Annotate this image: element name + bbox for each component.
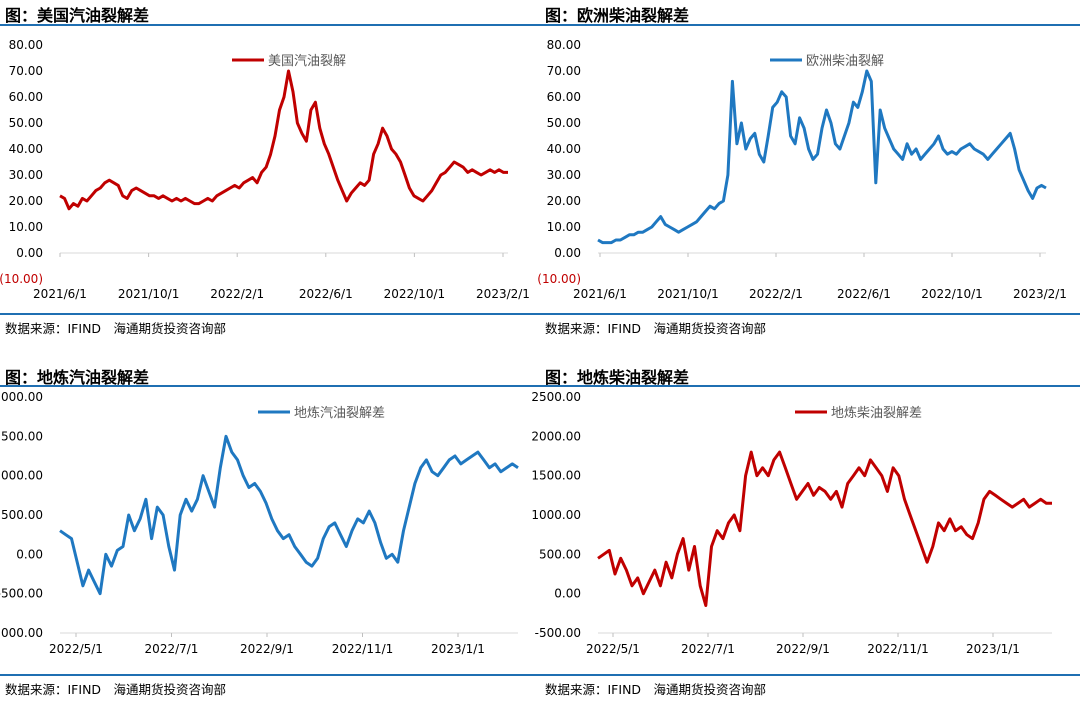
series-line — [59, 69, 508, 211]
source-note: 数据来源：IFIND 海通期货投资咨询部 — [5, 321, 227, 336]
y-tick-label: 10.00 — [547, 220, 581, 234]
y-tick-label: -500.00 — [535, 626, 581, 640]
x-tick-label: 2023/1/1 — [966, 642, 1020, 656]
y-tick-label: 1000.00 — [0, 469, 43, 483]
x-tick-label: 2021/6/1 — [33, 287, 87, 301]
y-tick-label: 60.00 — [547, 90, 581, 104]
panel-eu-diesel: 图：欧洲柴油裂解差 80.00 70.00 60.00 50.00 40.00 30.00… — [537, 0, 1080, 350]
x-tick-label: 2021/10/1 — [657, 287, 719, 301]
y-tick-label: 0.00 — [554, 587, 581, 601]
y-tick-label: (10.00) — [0, 272, 43, 286]
y-tick-label: 60.00 — [9, 90, 43, 104]
x-tick-label: 2022/6/1 — [837, 287, 891, 301]
x-tick-label: 2022/2/1 — [749, 287, 803, 301]
y-tick-label: 500.00 — [539, 547, 581, 561]
legend-label: 地炼柴油裂解差 — [831, 406, 922, 421]
y-tick-label: 70.00 — [9, 64, 43, 78]
chart-title: 图：欧洲柴油裂解差 — [545, 6, 690, 25]
y-tick-label: (10.00) — [537, 272, 581, 286]
x-tick-label: 2022/10/1 — [384, 287, 446, 301]
x-tick-label: 2022/7/1 — [681, 642, 735, 656]
y-tick-label: 1000.00 — [531, 508, 581, 522]
x-tick-label: 2022/11/1 — [867, 642, 929, 656]
chart-title: 图：美国汽油裂解差 — [5, 6, 150, 25]
chart-svg: 80.00 70.00 60.00 50.00 40.00 30.00 20.00 10.00… — [0, 38, 530, 301]
legend-label: 欧洲柴油裂解 — [806, 54, 884, 69]
y-tick-label: 70.00 — [547, 64, 581, 78]
y-tick-label: 0.00 — [16, 547, 43, 561]
y-tick-label: 2000.00 — [531, 429, 581, 443]
x-tick-label: 2022/2/1 — [210, 287, 264, 301]
y-tick-label: 40.00 — [9, 142, 43, 156]
title-rule — [0, 24, 540, 26]
y-tick-label: 500.00 — [1, 508, 43, 522]
source-note: 数据来源：IFIND 海通期货投资咨询部 — [545, 682, 767, 697]
y-tick-label: 20.00 — [547, 194, 581, 208]
footer-rule — [540, 313, 1080, 315]
x-tick-label: 2022/11/1 — [332, 642, 394, 656]
y-tick-label: 20.00 — [9, 194, 43, 208]
y-tick-label: 80.00 — [547, 38, 581, 52]
x-tick-label: 2023/1/1 — [431, 642, 485, 656]
y-tick-label: -500.00 — [0, 587, 43, 601]
y-tick-label: 40.00 — [547, 142, 581, 156]
y-tick-label: 0.00 — [554, 246, 581, 260]
panel-us-gasoline: 图：美国汽油裂解差 80.00 70.00 60.00 50.00 40.00 30.00… — [0, 0, 540, 350]
y-tick-label: 50.00 — [547, 116, 581, 130]
x-tick-label: 2021/10/1 — [118, 287, 180, 301]
x-tick-label: 2022/10/1 — [921, 287, 983, 301]
y-tick-label: 2500.00 — [531, 390, 581, 404]
x-tick-label: 2023/2/1 — [1013, 287, 1067, 301]
title-rule — [540, 385, 1080, 387]
x-tick-label: 2022/9/1 — [776, 642, 830, 656]
x-tick-label: 2023/2/1 — [476, 287, 530, 301]
x-tick-label: 2021/6/1 — [573, 287, 627, 301]
y-tick-label: 2000.00 — [0, 390, 43, 404]
source-note: 数据来源：IFIND 海通期货投资咨询部 — [545, 321, 767, 336]
legend-label: 美国汽油裂解 — [268, 54, 346, 69]
chart-svg: 80.00 70.00 60.00 50.00 40.00 30.00 20.00 10.00… — [537, 38, 1067, 301]
x-tick-label: 2022/6/1 — [299, 287, 353, 301]
x-tick-label: 2022/9/1 — [240, 642, 294, 656]
y-tick-label: 1500.00 — [0, 429, 43, 443]
chart-title: 图：地炼柴油裂解差 — [545, 368, 690, 387]
y-tick-label: 1500.00 — [531, 469, 581, 483]
y-tick-label: 50.00 — [9, 116, 43, 130]
legend-label: 地炼汽油裂解差 — [294, 406, 385, 421]
source-note: 数据来源：IFIND 海通期货投资咨询部 — [5, 682, 227, 697]
x-tick-label: 2022/5/1 — [49, 642, 103, 656]
chart-svg: 2500.00 2000.00 1500.00 1000.00 500.00 0.00 -5… — [531, 390, 1052, 656]
chart-title: 图：地炼汽油裂解差 — [5, 368, 150, 387]
y-tick-label: -1000.00 — [0, 626, 43, 640]
y-tick-label: 30.00 — [9, 168, 43, 182]
title-rule — [0, 385, 540, 387]
panel-local-diesel: 图：地炼柴油裂解差 2500.00 2000.00 1500.00 1000.00 50… — [531, 362, 1080, 712]
y-tick-label: 80.00 — [9, 38, 43, 52]
chart-svg: 2000.00 1500.00 1000.00 500.00 0.00 -500.00 -1… — [0, 390, 519, 656]
x-tick-label: 2022/5/1 — [586, 642, 640, 656]
y-tick-label: 30.00 — [547, 168, 581, 182]
series-line — [597, 450, 1052, 607]
series-line — [59, 434, 519, 596]
y-tick-label: 10.00 — [9, 220, 43, 234]
x-tick-label: 2022/7/1 — [145, 642, 199, 656]
y-tick-label: 0.00 — [16, 246, 43, 260]
series-line — [597, 69, 1047, 245]
footer-rule — [540, 674, 1080, 676]
panel-local-gasoline: 图：地炼汽油裂解差 2000.00 1500.00 1000.00 500.00 0.0… — [0, 362, 540, 712]
footer-rule — [0, 313, 540, 315]
footer-rule — [0, 674, 540, 676]
title-rule — [540, 24, 1080, 26]
